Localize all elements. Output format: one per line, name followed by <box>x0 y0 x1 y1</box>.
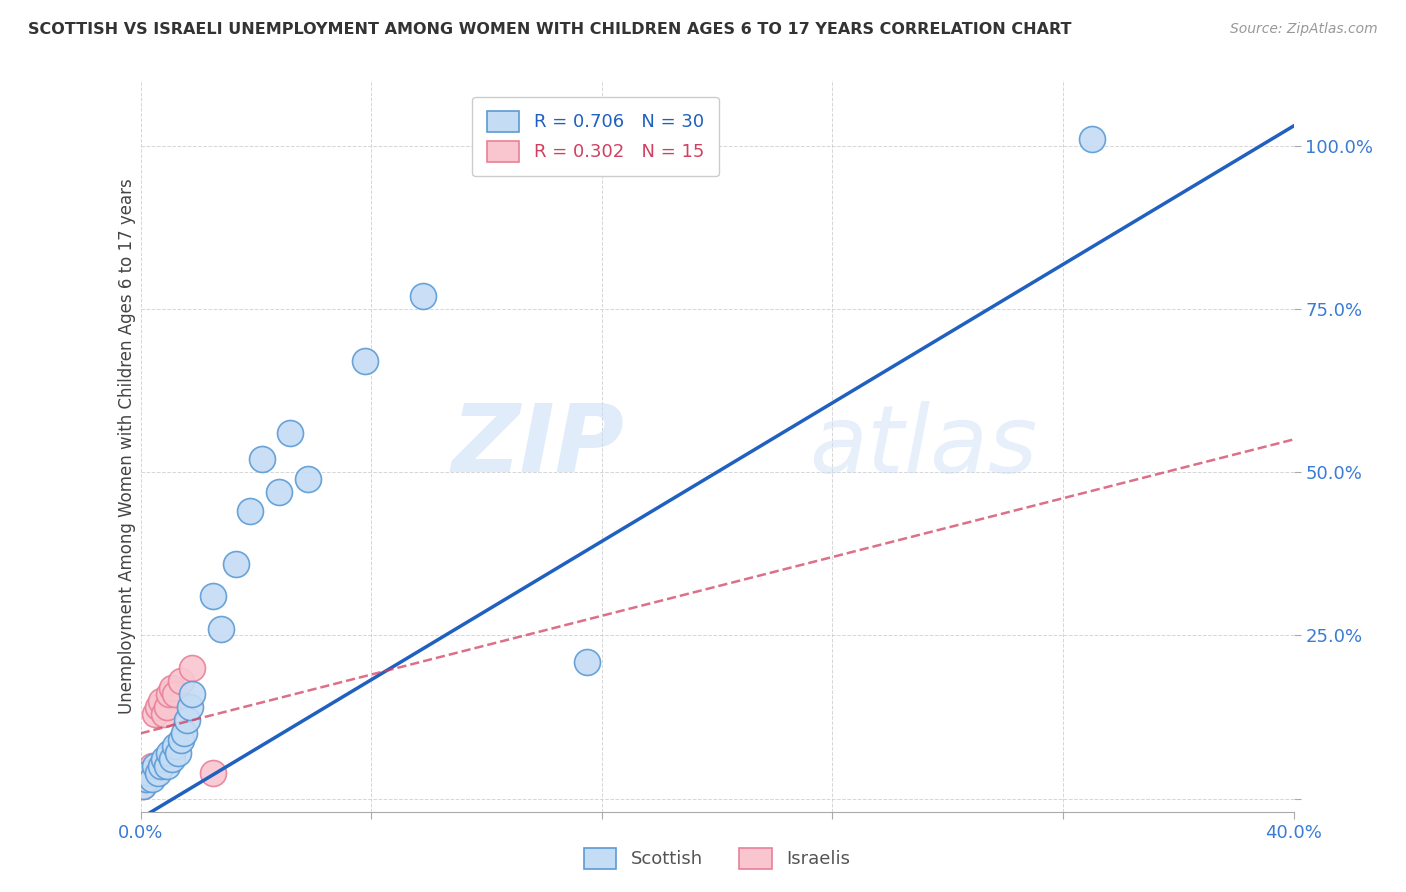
Text: SCOTTISH VS ISRAELI UNEMPLOYMENT AMONG WOMEN WITH CHILDREN AGES 6 TO 17 YEARS CO: SCOTTISH VS ISRAELI UNEMPLOYMENT AMONG W… <box>28 22 1071 37</box>
Text: ZIP: ZIP <box>451 400 624 492</box>
Point <box>209 622 232 636</box>
Point <box>412 289 434 303</box>
Legend: Scottish, Israelis: Scottish, Israelis <box>576 840 858 876</box>
Point <box>162 681 184 695</box>
Point <box>141 759 163 773</box>
Point <box>576 655 599 669</box>
Point <box>143 759 166 773</box>
Point <box>225 557 247 571</box>
Point <box>135 772 157 786</box>
Point <box>167 746 190 760</box>
Point <box>201 589 224 603</box>
Point <box>1081 132 1104 146</box>
Point <box>170 674 193 689</box>
Point <box>159 687 180 701</box>
Point <box>297 472 319 486</box>
Point <box>354 354 377 368</box>
Point <box>146 765 169 780</box>
Point <box>170 732 193 747</box>
Point <box>201 765 224 780</box>
Point <box>155 759 177 773</box>
Point <box>176 714 198 728</box>
Y-axis label: Unemployment Among Women with Children Ages 6 to 17 years: Unemployment Among Women with Children A… <box>118 178 136 714</box>
Point <box>155 700 177 714</box>
Point <box>135 772 157 786</box>
Point <box>149 759 172 773</box>
Point <box>146 700 169 714</box>
Point <box>250 452 273 467</box>
Point <box>181 687 204 701</box>
Point <box>132 779 155 793</box>
Point <box>138 765 160 780</box>
Point <box>280 425 302 440</box>
Point <box>162 752 184 766</box>
Point <box>165 739 187 754</box>
Point <box>152 706 174 721</box>
Point <box>152 752 174 766</box>
Point <box>267 484 290 499</box>
Point <box>179 700 201 714</box>
Point <box>143 706 166 721</box>
Point <box>159 746 180 760</box>
Point <box>141 772 163 786</box>
Point <box>165 687 187 701</box>
Point <box>181 661 204 675</box>
Point <box>239 504 262 518</box>
Point <box>149 694 172 708</box>
Text: Source: ZipAtlas.com: Source: ZipAtlas.com <box>1230 22 1378 37</box>
Point <box>132 779 155 793</box>
Point <box>138 765 160 780</box>
Text: atlas: atlas <box>810 401 1038 491</box>
Point <box>173 726 195 740</box>
